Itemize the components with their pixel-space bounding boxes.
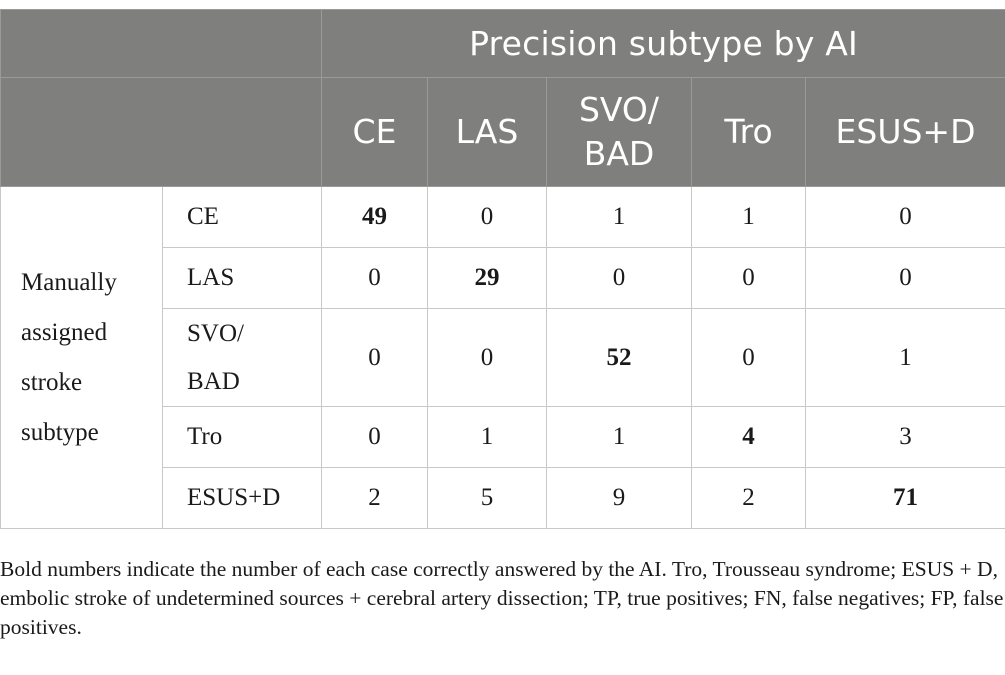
table-cell: 4 [691,406,806,468]
table-cell: 5 [427,467,547,529]
table-cell: 1 [427,406,547,468]
table-cell: 0 [427,308,547,407]
row-label-esus-d: ESUS+D [162,467,322,529]
row-label-ce: CE [162,186,322,248]
row-label-tro: Tro [162,406,322,468]
header-corner-cell [0,9,322,78]
column-header-las: LAS [427,77,547,187]
column-group-title: Precision subtype by AI [320,9,1005,78]
table-cell: 0 [691,308,806,407]
table-footnote: Bold numbers indicate the number of each… [0,557,1004,639]
table-cell: 29 [427,247,547,309]
table-cell: 1 [546,186,692,248]
table-cell: 0 [427,186,547,248]
table-cell: 0 [691,247,806,309]
table-cell: 0 [804,186,1005,248]
table-cell: 3 [804,406,1005,468]
table-cell: 1 [804,308,1005,407]
table-cell: 0 [321,247,428,309]
table-cell: 0 [321,308,428,407]
table-cell: 2 [691,467,806,529]
table-cell: 1 [546,406,692,468]
table-cell: 9 [546,467,692,529]
table-cell: 0 [546,247,692,309]
column-header-tro: Tro [691,77,806,187]
row-label-svo-bad: SVO/ BAD [162,308,322,407]
header-corner-cell-lower [0,77,322,187]
row-group-label: Manually assigned stroke subtype [0,186,163,529]
table-cell: 71 [804,467,1005,529]
table-cell: 49 [321,186,428,248]
table-cell: 1 [691,186,806,248]
table-cell: 0 [321,406,428,468]
table-cell: 0 [804,247,1005,309]
confusion-matrix-table: Precision subtype by AI CE LAS SVO/ BAD … [0,9,1005,529]
table-cell: 2 [321,467,428,529]
column-header-ce: CE [321,77,428,187]
column-header-svo-bad: SVO/ BAD [546,77,692,187]
row-label-las: LAS [162,247,322,309]
table-cell: 52 [546,308,692,407]
column-header-esus-d: ESUS+D [804,77,1005,187]
